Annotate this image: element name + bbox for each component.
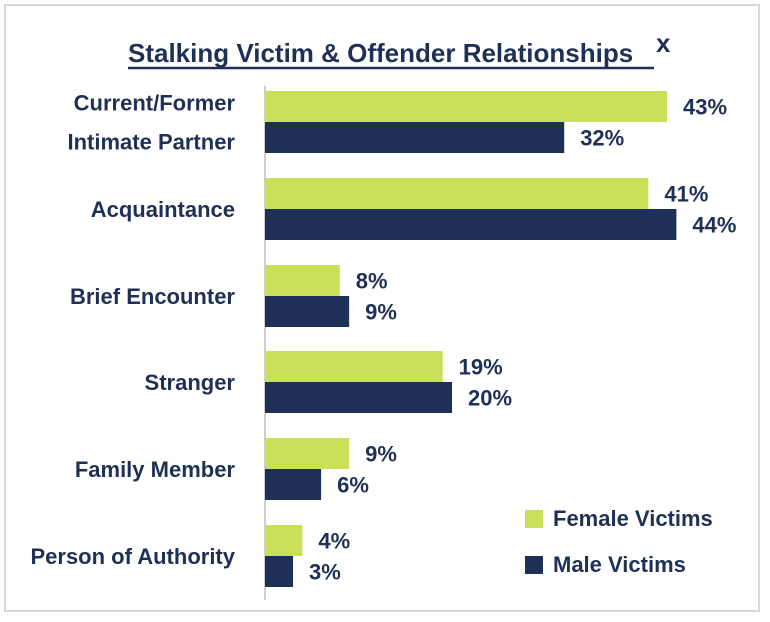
value-label-female-3: 19% <box>459 355 503 380</box>
bar-female-3 <box>265 351 443 382</box>
value-label-female-4: 9% <box>365 442 397 467</box>
category-label-0-line1: Intimate Partner <box>68 130 236 155</box>
category-label-5: Person of Authority <box>30 544 235 569</box>
value-label-male-4: 6% <box>337 473 369 498</box>
category-label-4: Family Member <box>75 457 236 482</box>
bar-male-2 <box>265 296 350 327</box>
value-label-male-1: 44% <box>692 213 736 238</box>
value-label-male-3: 20% <box>468 386 512 411</box>
chart-title: Stalking Victim & Offender Relationships <box>128 38 633 68</box>
bar-male-5 <box>265 556 294 587</box>
legend-swatch-female <box>525 510 543 528</box>
value-label-female-0: 43% <box>683 95 727 120</box>
bar-female-4 <box>265 438 350 469</box>
value-label-male-5: 3% <box>309 560 341 585</box>
legend-label-male: Male Victims <box>553 552 686 577</box>
bar-female-1 <box>265 178 649 209</box>
value-label-female-5: 4% <box>318 529 350 554</box>
category-label-3: Stranger <box>145 370 236 395</box>
bar-male-4 <box>265 469 322 500</box>
value-label-female-2: 8% <box>356 269 388 294</box>
bar-female-2 <box>265 265 340 296</box>
value-label-female-1: 41% <box>664 182 708 207</box>
bar-female-0 <box>265 91 668 122</box>
value-label-male-0: 32% <box>580 126 624 151</box>
value-label-male-2: 9% <box>365 300 397 325</box>
bar-female-5 <box>265 525 303 556</box>
category-label-1: Acquaintance <box>91 197 235 222</box>
category-label-0-line0: Current/Former <box>74 91 236 116</box>
legend-label-female: Female Victims <box>553 506 713 531</box>
legend-swatch-male <box>525 556 543 574</box>
bar-male-3 <box>265 382 452 413</box>
bar-male-0 <box>265 122 565 153</box>
bar-male-1 <box>265 209 677 240</box>
title-superscript: x <box>656 28 671 58</box>
category-label-2: Brief Encounter <box>70 284 235 309</box>
